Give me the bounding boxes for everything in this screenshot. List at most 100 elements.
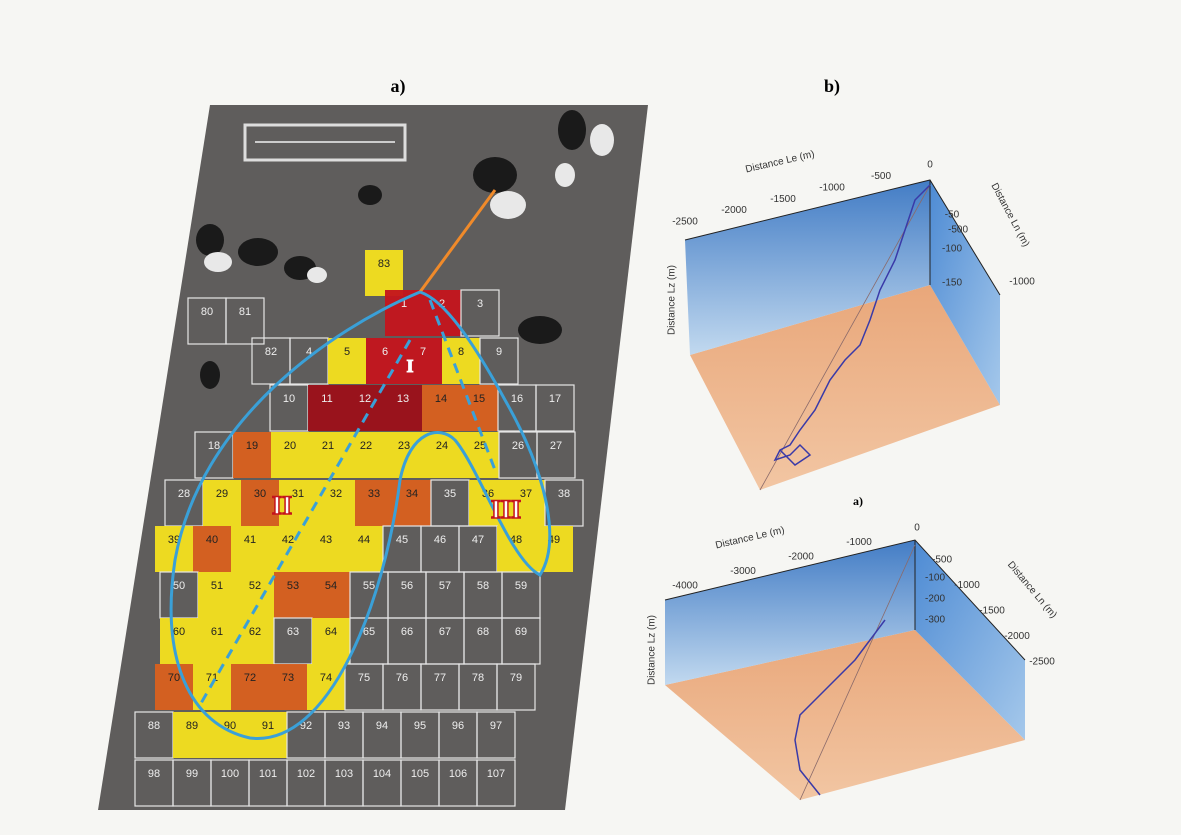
- cell-label: 75: [358, 672, 370, 684]
- cell-label: 47: [472, 534, 484, 546]
- axis-label: Distance Ln (m): [988, 181, 1031, 248]
- x-tick-label: -2000: [721, 205, 747, 216]
- cell-label: 40: [206, 534, 218, 546]
- cell-label: 58: [477, 580, 489, 592]
- cell-label: 32: [330, 488, 342, 500]
- x-tick-label: -1000: [846, 537, 872, 548]
- cell-label: 105: [411, 768, 429, 780]
- cell-label: 50: [173, 580, 185, 592]
- cell-label: 51: [211, 580, 223, 592]
- cell-label: 9: [496, 346, 502, 358]
- grid-cell: [274, 572, 312, 618]
- cell-label: 79: [510, 672, 522, 684]
- y-tick-label: -1500: [979, 606, 1005, 617]
- cell-label: 83: [378, 258, 390, 270]
- cell-label: 29: [216, 488, 228, 500]
- cell-label: 20: [284, 440, 296, 452]
- x-tick-label: -4000: [672, 581, 698, 592]
- cell-label: 31: [292, 488, 304, 500]
- grid-cell: [307, 526, 345, 572]
- cell-label: 69: [515, 626, 527, 638]
- axis-label: Distance Ln (m): [1005, 560, 1059, 621]
- cell-label: 88: [148, 720, 160, 732]
- cell-label: 8: [458, 346, 464, 358]
- cell-label: 15: [473, 393, 485, 405]
- grid-cell: [365, 250, 403, 296]
- cell-label: 77: [434, 672, 446, 684]
- grid-cell: [355, 480, 393, 526]
- grid-cell: [160, 618, 198, 664]
- grid-cell: [460, 385, 498, 431]
- cell-label: 12: [359, 393, 371, 405]
- grid-cell: [385, 290, 423, 336]
- x-tick-label: -2500: [672, 217, 698, 228]
- y-tick-label: -1000: [1009, 277, 1035, 288]
- cell-label: 28: [178, 488, 190, 500]
- cell-label: 98: [148, 768, 160, 780]
- cell-label: 96: [452, 720, 464, 732]
- cell-label: 10: [283, 393, 295, 405]
- grid-cell: [309, 432, 347, 478]
- axis-label: Distance Lz (m): [667, 265, 678, 335]
- axis-label: Distance Le (m): [714, 525, 785, 552]
- grid-cell: [312, 572, 350, 618]
- zone-label: III: [491, 495, 521, 524]
- cell-label: 61: [211, 626, 223, 638]
- cell-label: 107: [487, 768, 505, 780]
- zone-label: II: [272, 491, 292, 520]
- x-tick-label: -2000: [788, 552, 814, 563]
- cell-label: 52: [249, 580, 261, 592]
- figure: 8380811238245678910111213141516171819202…: [0, 0, 1181, 830]
- cell-label: 70: [168, 672, 180, 684]
- cell-label: 42: [282, 534, 294, 546]
- cell-label: 43: [320, 534, 332, 546]
- grid-cell: [347, 432, 385, 478]
- cell-label: 91: [262, 720, 274, 732]
- cell-label: 55: [363, 580, 375, 592]
- grid-cell: [328, 338, 366, 384]
- cell-label: 101: [259, 768, 277, 780]
- grid-cell: [385, 432, 423, 478]
- x-tick-label: 0: [927, 160, 933, 171]
- axis-label: Distance Le (m): [744, 149, 815, 176]
- grid-cell: [535, 526, 573, 572]
- cell-label: 13: [397, 393, 409, 405]
- cell-label: 46: [434, 534, 446, 546]
- z-tick-label: -300: [925, 615, 945, 626]
- y-tick-label: -2000: [1004, 631, 1030, 642]
- cell-label: 100: [221, 768, 239, 780]
- panel-label: b): [824, 76, 840, 97]
- grid-cell: [307, 664, 345, 710]
- y-tick-label: -1000: [954, 580, 980, 591]
- grid-cell: [317, 480, 355, 526]
- cell-label: 14: [435, 393, 447, 405]
- cell-label: 41: [244, 534, 256, 546]
- cell-label: 30: [254, 488, 266, 500]
- grid-cell: [422, 385, 460, 431]
- grid-cell: [173, 712, 211, 758]
- z-tick-label: -100: [942, 244, 962, 255]
- cell-label: 27: [550, 440, 562, 452]
- cell-label: 82: [265, 346, 277, 358]
- sub-label: a): [853, 494, 863, 508]
- zone-label: I: [406, 356, 413, 376]
- cell-label: 67: [439, 626, 451, 638]
- cell-label: 68: [477, 626, 489, 638]
- cell-label: 78: [472, 672, 484, 684]
- cell-label: 103: [335, 768, 353, 780]
- cell-label: 80: [201, 306, 213, 318]
- cell-label: 106: [449, 768, 467, 780]
- cell-label: 57: [439, 580, 451, 592]
- cell-label: 73: [282, 672, 294, 684]
- cell-label: 11: [321, 393, 332, 405]
- cell-label: 17: [549, 393, 561, 405]
- x-tick-label: -1000: [819, 182, 845, 193]
- cell-label: 65: [363, 626, 375, 638]
- x-tick-label: 0: [914, 523, 920, 534]
- cell-label: 24: [436, 440, 448, 452]
- cell-label: 16: [511, 393, 523, 405]
- cell-label: 53: [287, 580, 299, 592]
- cell-label: 76: [396, 672, 408, 684]
- cell-label: 59: [515, 580, 527, 592]
- cell-label: 19: [246, 440, 258, 452]
